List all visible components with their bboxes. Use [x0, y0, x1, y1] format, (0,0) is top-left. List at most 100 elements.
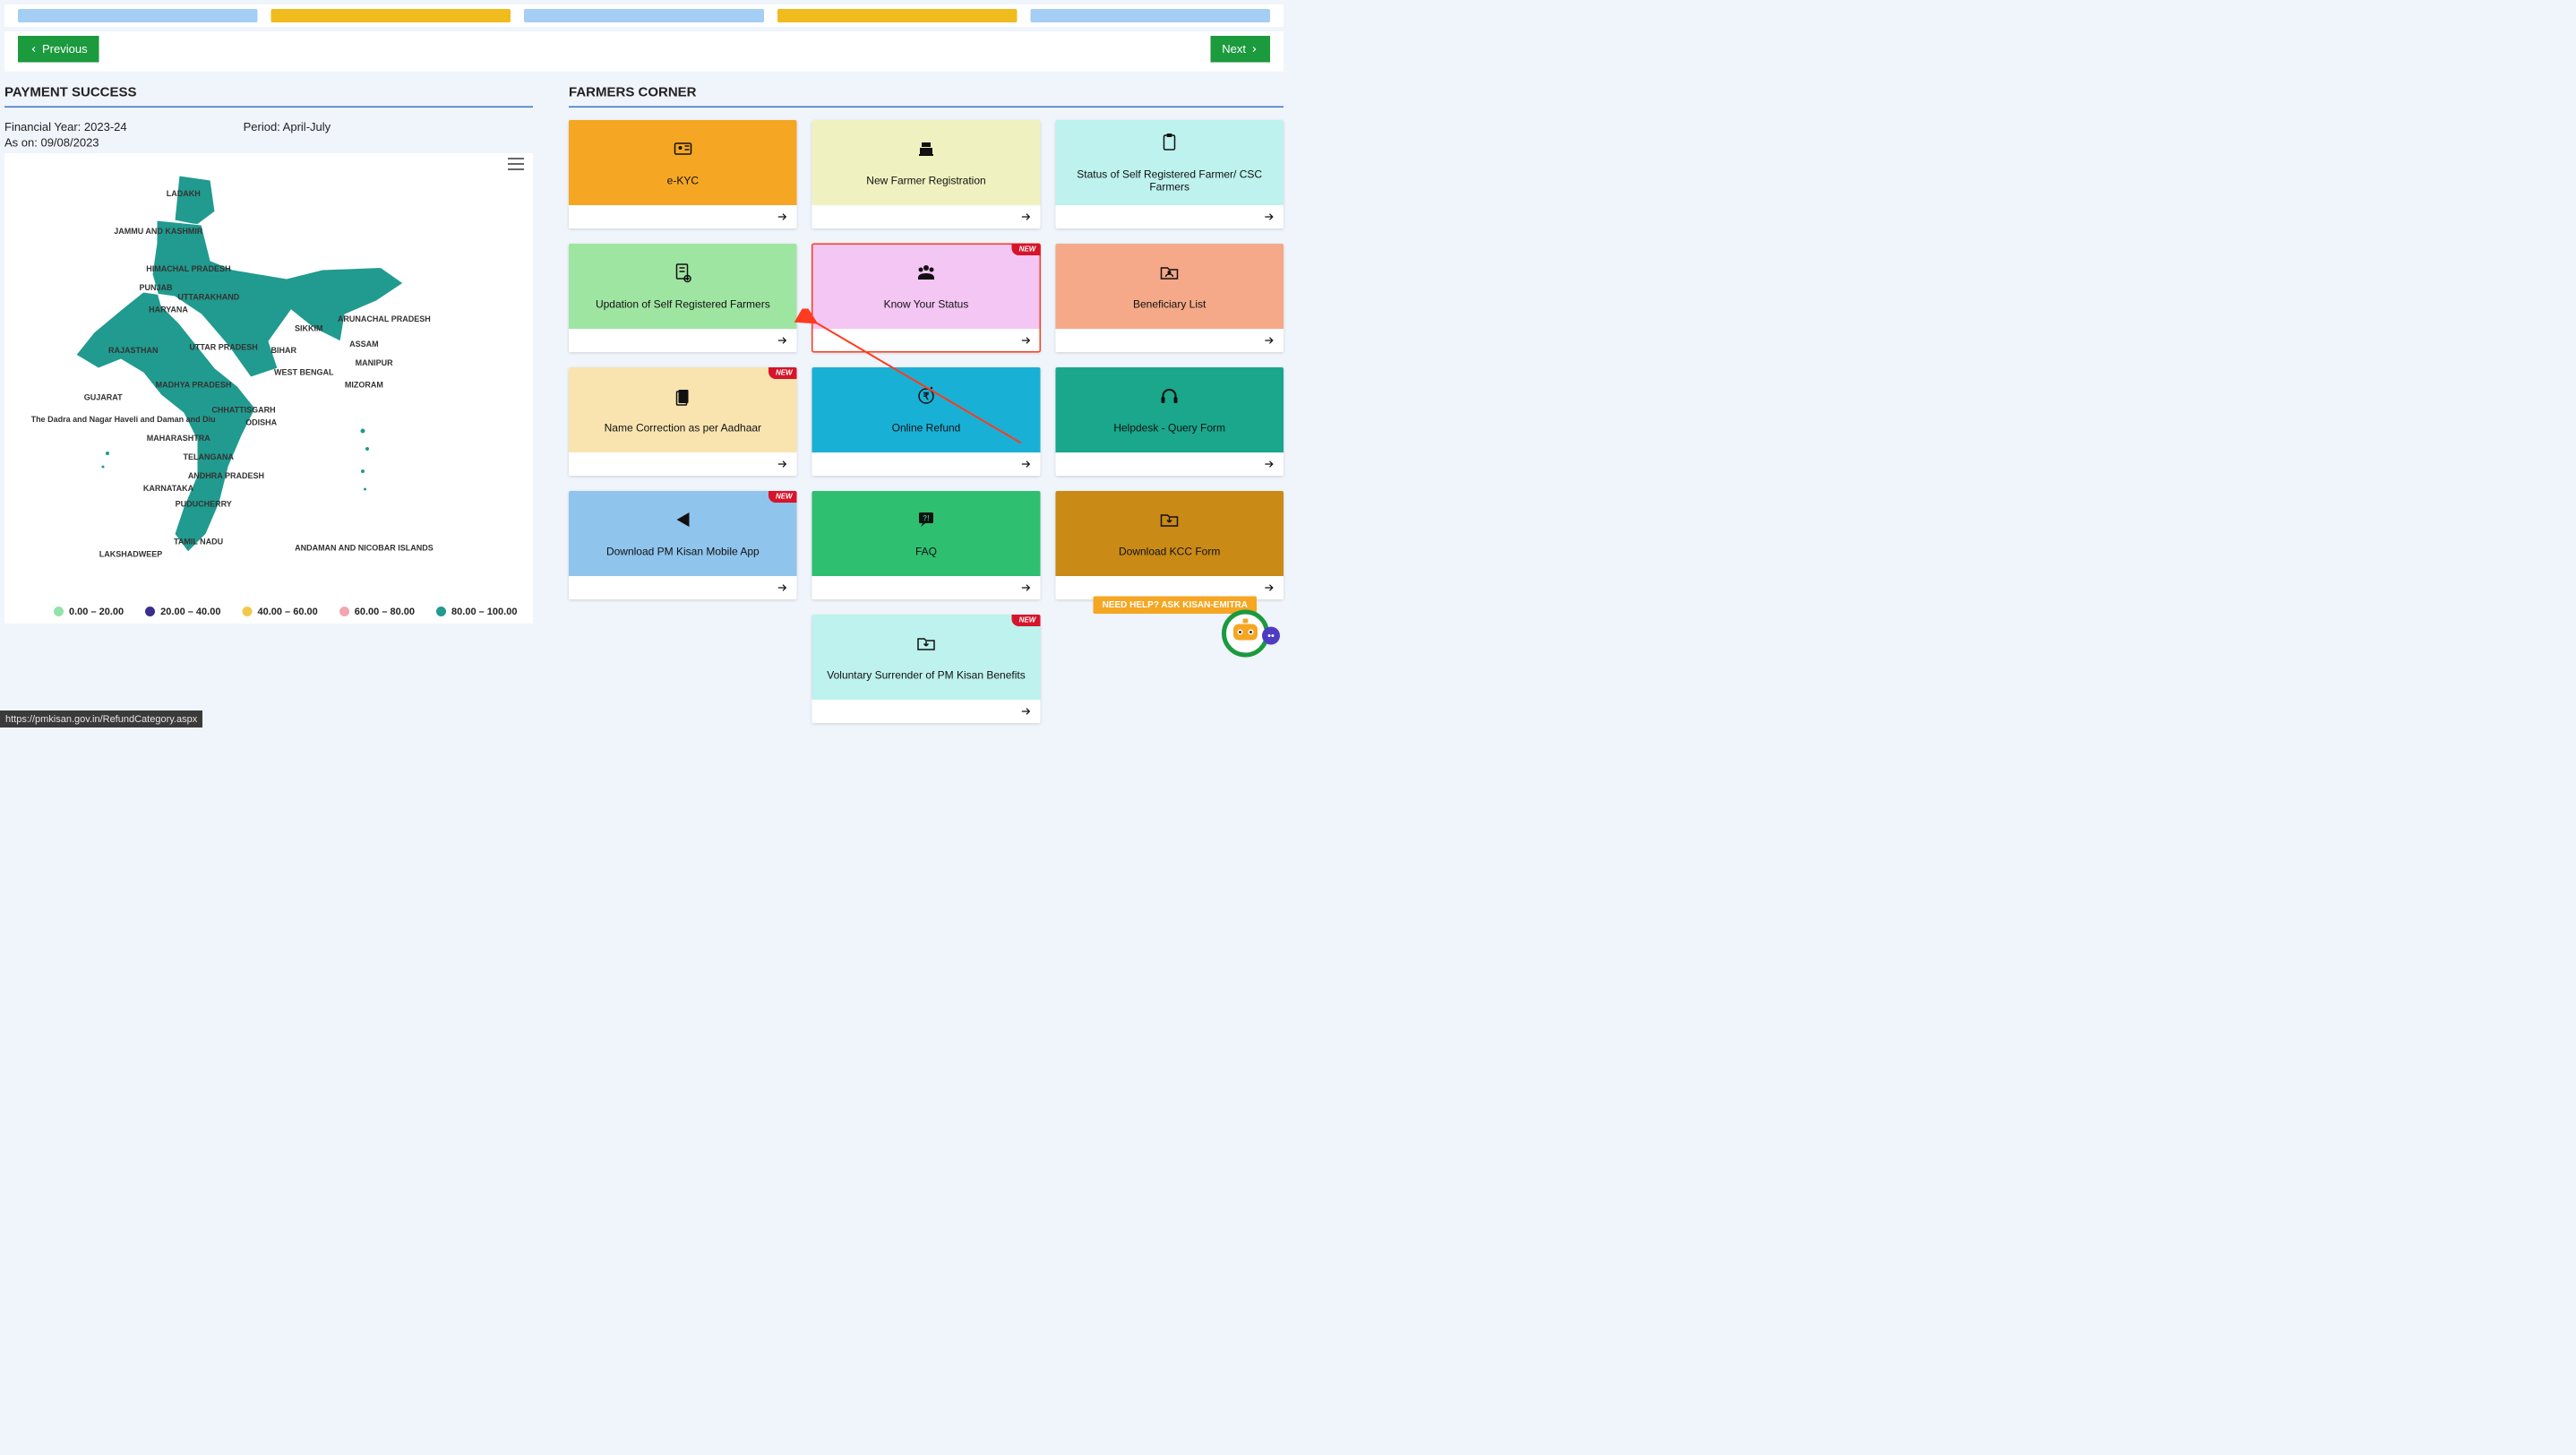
farmers-card[interactable]: Download KCC Form	[1055, 491, 1284, 599]
card-footer	[569, 205, 797, 228]
card-footer	[569, 452, 797, 476]
top-color-strip	[4, 4, 1284, 27]
arrow-right-icon	[1263, 581, 1275, 594]
state-label[interactable]: KARNATAKA	[143, 484, 193, 494]
card-footer	[1055, 205, 1284, 228]
card-label: Download PM Kisan Mobile App	[597, 546, 769, 558]
strip-box	[524, 9, 764, 22]
state-label[interactable]: LAKSHADWEEP	[99, 549, 163, 559]
next-button[interactable]: Next	[1210, 36, 1270, 63]
card-top: e-KYC	[569, 120, 797, 205]
chevron-right-icon	[1250, 45, 1258, 53]
farmers-card[interactable]: Helpdesk - Query Form	[1055, 367, 1284, 476]
carousel-nav: Previous Next	[4, 31, 1284, 72]
state-label[interactable]: LADAKH	[167, 189, 201, 199]
state-label[interactable]: The Dadra and Nagar Haveli and Daman and…	[31, 415, 216, 425]
farmers-card[interactable]: e-KYC	[569, 120, 797, 228]
card-label: Know Your Status	[875, 298, 978, 311]
new-badge: NEW	[769, 367, 797, 379]
card-label: Name Correction as per Aadhaar	[596, 422, 770, 435]
farmers-card[interactable]: Name Correction as per Aadhaar NEW	[569, 367, 797, 476]
state-label[interactable]: UTTARAKHAND	[177, 292, 239, 302]
state-label[interactable]: BIHAR	[271, 346, 297, 356]
card-footer	[812, 205, 1041, 228]
farmers-card[interactable]: New Farmer Registration	[812, 120, 1041, 228]
previous-button[interactable]: Previous	[18, 36, 99, 63]
state-label[interactable]: HARYANA	[149, 305, 188, 314]
state-label[interactable]: MAHARASHTRA	[147, 434, 210, 443]
card-top: Name Correction as per Aadhaar	[569, 367, 797, 452]
legend-item: 60.00 – 80.00	[339, 606, 415, 617]
state-label[interactable]: MIZORAM	[345, 380, 383, 390]
arrow-right-icon	[1263, 211, 1275, 223]
svg-text:?!: ?!	[923, 514, 930, 522]
state-label[interactable]: MANIPUR	[356, 358, 393, 368]
state-label[interactable]: ARUNACHAL PRADESH	[338, 314, 431, 324]
strip-box	[271, 9, 511, 22]
payment-success-title: PAYMENT SUCCESS	[4, 85, 533, 108]
farmers-card[interactable]: Status of Self Registered Farmer/ CSC Fa…	[1055, 120, 1284, 228]
legend-label: 20.00 – 40.00	[160, 606, 220, 617]
card-top: New Farmer Registration	[812, 120, 1041, 205]
cash-register-icon	[915, 138, 937, 165]
chevron-left-icon	[30, 45, 38, 53]
state-label[interactable]: TAMIL NADU	[174, 537, 223, 547]
download-folder-icon	[1159, 509, 1181, 536]
state-label[interactable]: PUNJAB	[139, 283, 172, 293]
state-label[interactable]: MADHYA PRADESH	[156, 380, 232, 390]
farmers-card[interactable]: Voluntary Surrender of PM Kisan Benefits…	[812, 615, 1041, 723]
arrow-right-icon	[1019, 581, 1032, 594]
state-label[interactable]: SIKKIM	[295, 323, 323, 333]
state-label[interactable]: RAJASTHAN	[108, 346, 159, 356]
state-label[interactable]: ANDAMAN AND NICOBAR ISLANDS	[295, 543, 434, 553]
state-label[interactable]: HIMACHAL PRADESH	[146, 264, 230, 274]
map-legend: 0.00 – 20.0020.00 – 40.0040.00 – 60.0060…	[54, 606, 517, 617]
state-label[interactable]: WEST BENGAL	[274, 367, 334, 377]
new-badge: NEW	[1012, 244, 1041, 255]
new-badge: NEW	[769, 491, 797, 503]
state-label[interactable]: ASSAM	[349, 340, 379, 349]
farmers-card[interactable]: Know Your Status NEW	[812, 244, 1041, 352]
chatbot-widget[interactable]: ••	[1221, 609, 1270, 659]
clipboard-icon	[1159, 132, 1181, 159]
arrow-right-icon	[1263, 334, 1275, 347]
card-footer	[569, 576, 797, 599]
state-label[interactable]: PUDUCHERRY	[176, 499, 232, 509]
card-label: New Farmer Registration	[857, 175, 994, 187]
card-label: e-KYC	[658, 175, 708, 187]
browser-status-bar: https://pmkisan.gov.in/RefundCategory.as…	[0, 710, 202, 728]
india-map[interactable]: LADAKH JAMMU AND KASHMIR HIMACHAL PRADESH P…	[18, 162, 519, 597]
group-icon	[915, 262, 937, 288]
card-footer	[1055, 452, 1284, 476]
legend-item: 40.00 – 60.00	[242, 606, 317, 617]
state-label[interactable]: TELANGANA	[184, 452, 235, 462]
id-card-icon	[672, 138, 693, 165]
farmers-card[interactable]: ₹Online Refund	[812, 367, 1041, 476]
play-icon	[672, 509, 693, 536]
farmers-card[interactable]: Updation of Self Registered Farmers	[569, 244, 797, 352]
card-label: Download KCC Form	[1110, 546, 1229, 558]
fin-year-label: Financial Year: 2023-24	[4, 120, 127, 134]
state-label[interactable]: JAMMU AND KASHMIR	[114, 227, 202, 237]
legend-dot	[145, 607, 155, 616]
state-label[interactable]: ANDHRA PRADESH	[188, 471, 264, 481]
legend-dot	[242, 607, 252, 616]
card-top: Updation of Self Registered Farmers	[569, 244, 797, 329]
card-top: Download PM Kisan Mobile App	[569, 491, 797, 576]
state-label[interactable]: GUJARAT	[84, 392, 123, 402]
farmers-card[interactable]: Beneficiary List	[1055, 244, 1284, 352]
card-footer	[569, 329, 797, 352]
state-label[interactable]: UTTAR PRADESH	[189, 342, 257, 352]
card-footer	[812, 329, 1041, 352]
legend-item: 80.00 – 100.00	[436, 606, 517, 617]
folder-user-icon	[1159, 262, 1181, 288]
farmers-card[interactable]: Download PM Kisan Mobile App NEW	[569, 491, 797, 599]
card-top: Beneficiary List	[1055, 244, 1284, 329]
card-label: Updation of Self Registered Farmers	[587, 298, 779, 311]
india-map-block: LADAKH JAMMU AND KASHMIR HIMACHAL PRADESH P…	[4, 153, 533, 624]
arrow-right-icon	[1263, 458, 1275, 470]
state-label[interactable]: CHHATTISGARH	[211, 405, 275, 415]
farmers-card[interactable]: ?!FAQ	[812, 491, 1041, 599]
state-label[interactable]: ODISHA	[245, 418, 277, 427]
chat-bubble-icon: ••	[1262, 627, 1280, 645]
